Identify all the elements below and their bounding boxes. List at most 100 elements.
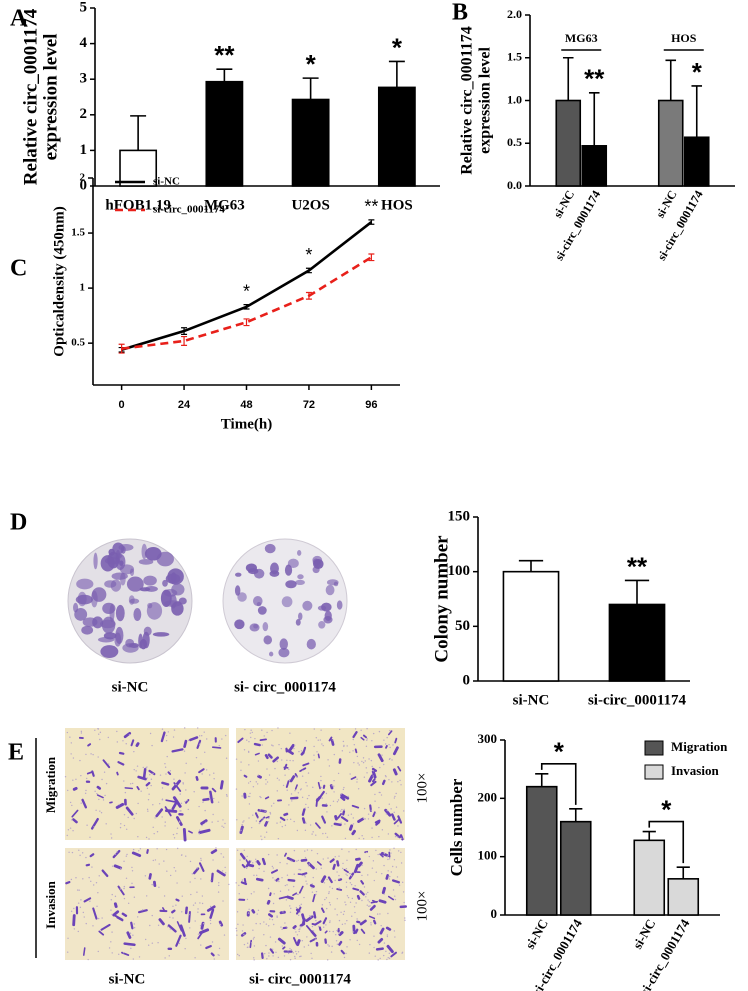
pore xyxy=(247,795,250,798)
pore xyxy=(320,779,322,782)
stained-cell xyxy=(116,771,119,776)
stained-cell xyxy=(317,781,321,790)
bar xyxy=(559,820,592,916)
x-tick-label: U2OS xyxy=(291,197,329,213)
bar xyxy=(555,99,582,187)
pore xyxy=(281,928,283,931)
pore xyxy=(247,912,250,914)
stained-cell xyxy=(380,851,390,858)
pore xyxy=(311,887,313,889)
pore xyxy=(193,791,195,793)
pore xyxy=(297,792,300,794)
pore xyxy=(133,750,135,753)
pore xyxy=(379,957,381,960)
pore xyxy=(353,906,356,908)
significance: ** xyxy=(214,40,235,70)
pore xyxy=(164,825,166,827)
pore xyxy=(330,951,333,953)
x-tick-label: MG63 xyxy=(204,197,245,213)
pore xyxy=(152,859,154,862)
pore xyxy=(264,810,266,812)
stained-cell xyxy=(390,951,397,958)
pore xyxy=(184,727,186,729)
pore xyxy=(166,870,168,872)
pore xyxy=(86,777,88,780)
pore xyxy=(276,854,278,856)
pore xyxy=(154,817,156,819)
pore xyxy=(89,836,91,838)
stained-cell xyxy=(249,939,253,949)
pore xyxy=(148,838,150,840)
pore xyxy=(243,933,245,936)
pore xyxy=(235,758,238,760)
pore xyxy=(335,934,337,936)
pore xyxy=(165,739,168,742)
pore xyxy=(394,835,397,838)
stained-cell xyxy=(125,806,134,816)
pore xyxy=(295,953,298,955)
pore xyxy=(289,958,292,961)
pore xyxy=(280,926,282,928)
stained-cell xyxy=(98,930,105,936)
pore xyxy=(137,836,139,838)
stained-cell xyxy=(209,908,215,919)
stained-cell xyxy=(184,906,188,915)
pore xyxy=(164,762,166,765)
pore xyxy=(249,732,252,734)
pore xyxy=(388,878,391,880)
stained-cell xyxy=(286,856,296,863)
pore xyxy=(194,902,197,904)
pore xyxy=(284,824,287,827)
pore xyxy=(203,731,205,733)
pore xyxy=(400,837,403,840)
pore xyxy=(70,742,73,744)
pore xyxy=(391,759,393,761)
pore xyxy=(400,851,402,854)
stain xyxy=(234,619,245,630)
pore xyxy=(165,848,168,851)
stained-cell xyxy=(352,887,360,891)
pore xyxy=(272,745,274,747)
pore xyxy=(383,864,385,867)
pore xyxy=(324,832,327,835)
stained-cell xyxy=(285,780,290,788)
x-tick-label: 96 xyxy=(365,399,377,411)
magnification: 100× xyxy=(414,773,430,804)
pore xyxy=(341,808,343,811)
pore xyxy=(291,800,293,802)
pore xyxy=(176,882,178,884)
stained-cell xyxy=(123,942,136,947)
pore xyxy=(303,896,305,899)
stained-cell xyxy=(384,808,392,817)
pore xyxy=(91,866,93,868)
pore xyxy=(336,914,338,916)
stained-cell xyxy=(137,909,148,914)
stained-cell xyxy=(357,817,365,823)
stained-cell xyxy=(210,849,218,855)
pore xyxy=(325,803,328,805)
legend-label: si-circ_0001174 xyxy=(153,204,225,216)
pore xyxy=(241,824,243,826)
error-bar xyxy=(562,56,574,101)
pore xyxy=(101,917,103,919)
pore xyxy=(256,913,258,915)
pore xyxy=(72,779,74,781)
pore xyxy=(196,867,198,869)
pore xyxy=(293,747,295,750)
stained-cell xyxy=(324,930,328,934)
stain xyxy=(336,600,343,610)
pore xyxy=(322,858,324,860)
stained-cell xyxy=(368,774,374,783)
stained-cell xyxy=(117,761,125,766)
pore xyxy=(322,744,324,747)
pore xyxy=(397,825,399,827)
pore xyxy=(370,759,373,762)
pore xyxy=(339,728,341,731)
pore xyxy=(371,740,373,742)
stained-cell xyxy=(251,909,256,914)
pore xyxy=(140,790,142,792)
pore xyxy=(328,892,330,895)
pore xyxy=(185,789,187,791)
pore xyxy=(392,889,395,891)
stained-cell xyxy=(299,767,307,772)
